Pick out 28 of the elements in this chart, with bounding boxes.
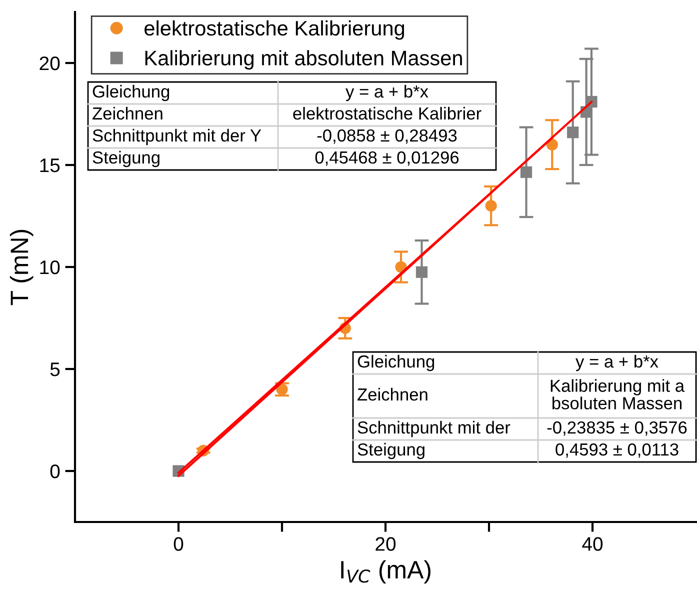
annotation: elektrostatische Kalibrier	[293, 106, 482, 120]
y-tick-label: 10	[40, 260, 60, 274]
annotation: -0,0858 ± 0,28493	[317, 129, 457, 144]
y-tick-label: 5	[50, 362, 60, 376]
annotation: Schnittpunkt mit der	[358, 420, 510, 438]
annotation: Zeichnen	[358, 388, 428, 401]
annotation: Gleichung	[92, 84, 170, 102]
y-tick-label: 20	[40, 56, 60, 70]
annotation: Kalibrierung mit a bsoluten Massen	[550, 379, 685, 410]
annotation: Steigung	[358, 442, 424, 460]
x-tick-label: 20	[376, 537, 396, 551]
annotation: Zeichnen	[92, 106, 162, 120]
y-tick-label: 0	[50, 464, 60, 478]
x-tick-label: 0	[174, 537, 184, 551]
annotation: 0,4593 ± 0,0113	[556, 443, 678, 458]
annotation: 0,45468 ± 0,01296	[315, 151, 459, 166]
annotation: Gleichung	[358, 354, 434, 372]
annotation: Steigung	[92, 150, 160, 168]
annotation: Schnittpunkt mit der Y	[92, 128, 262, 146]
x-axis-title: I$_{VC}$ (mA)	[341, 560, 430, 584]
annotation: -0,23835 ± 0,3576	[547, 421, 687, 436]
y-tick-label: 15	[40, 158, 60, 172]
annotation: y = a + b*x	[576, 354, 658, 372]
legend-label: elektrostatische Kalibrierung	[144, 20, 404, 40]
annotation: y = a + b*x	[346, 84, 428, 102]
legend-label: Kalibrierung mit absoluten Massen	[145, 50, 462, 70]
x-tick-label: 40	[582, 537, 603, 551]
y-axis-title: T (mN)	[10, 230, 34, 306]
